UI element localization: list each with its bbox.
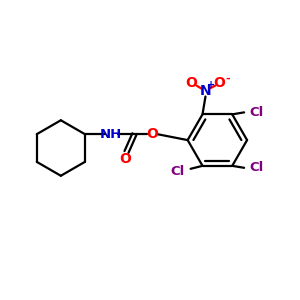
Text: O: O	[146, 127, 158, 141]
Text: -: -	[225, 74, 230, 84]
Text: N: N	[200, 84, 211, 98]
Text: O: O	[119, 152, 131, 166]
Text: +: +	[207, 80, 215, 90]
Text: Cl: Cl	[249, 161, 263, 174]
Text: O: O	[186, 76, 197, 90]
Text: Cl: Cl	[249, 106, 263, 119]
Text: O: O	[213, 76, 225, 90]
Text: NH: NH	[100, 128, 122, 141]
Text: Cl: Cl	[171, 165, 185, 178]
